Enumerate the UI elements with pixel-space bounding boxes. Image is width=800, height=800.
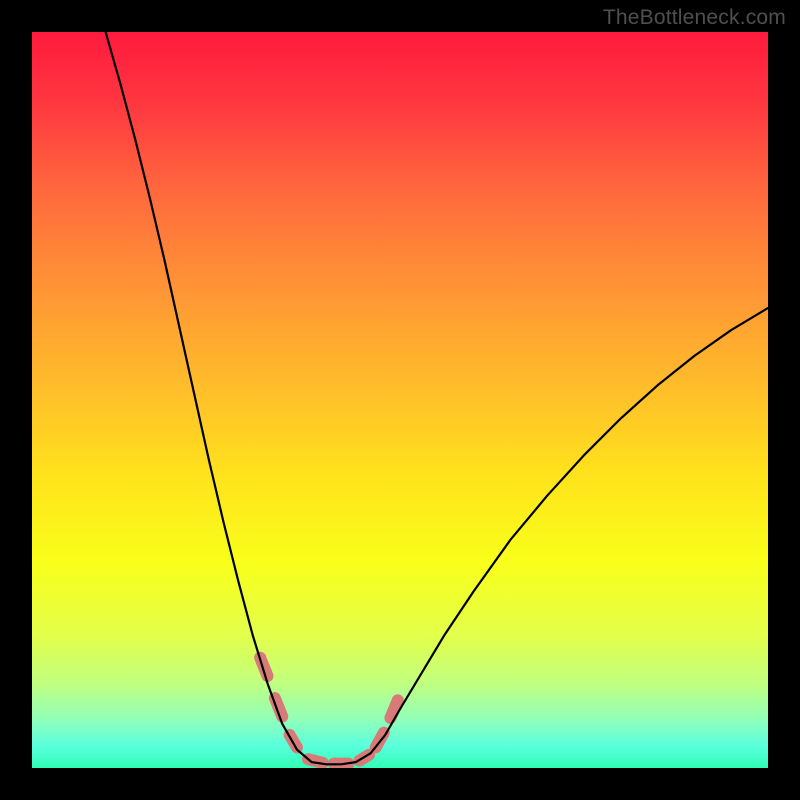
valley-curve: [32, 32, 768, 768]
marker-segments: [260, 658, 398, 764]
chart-plot-area: [32, 32, 768, 768]
curve-path: [106, 32, 768, 764]
watermark-text: TheBottleneck.com: [603, 6, 786, 30]
